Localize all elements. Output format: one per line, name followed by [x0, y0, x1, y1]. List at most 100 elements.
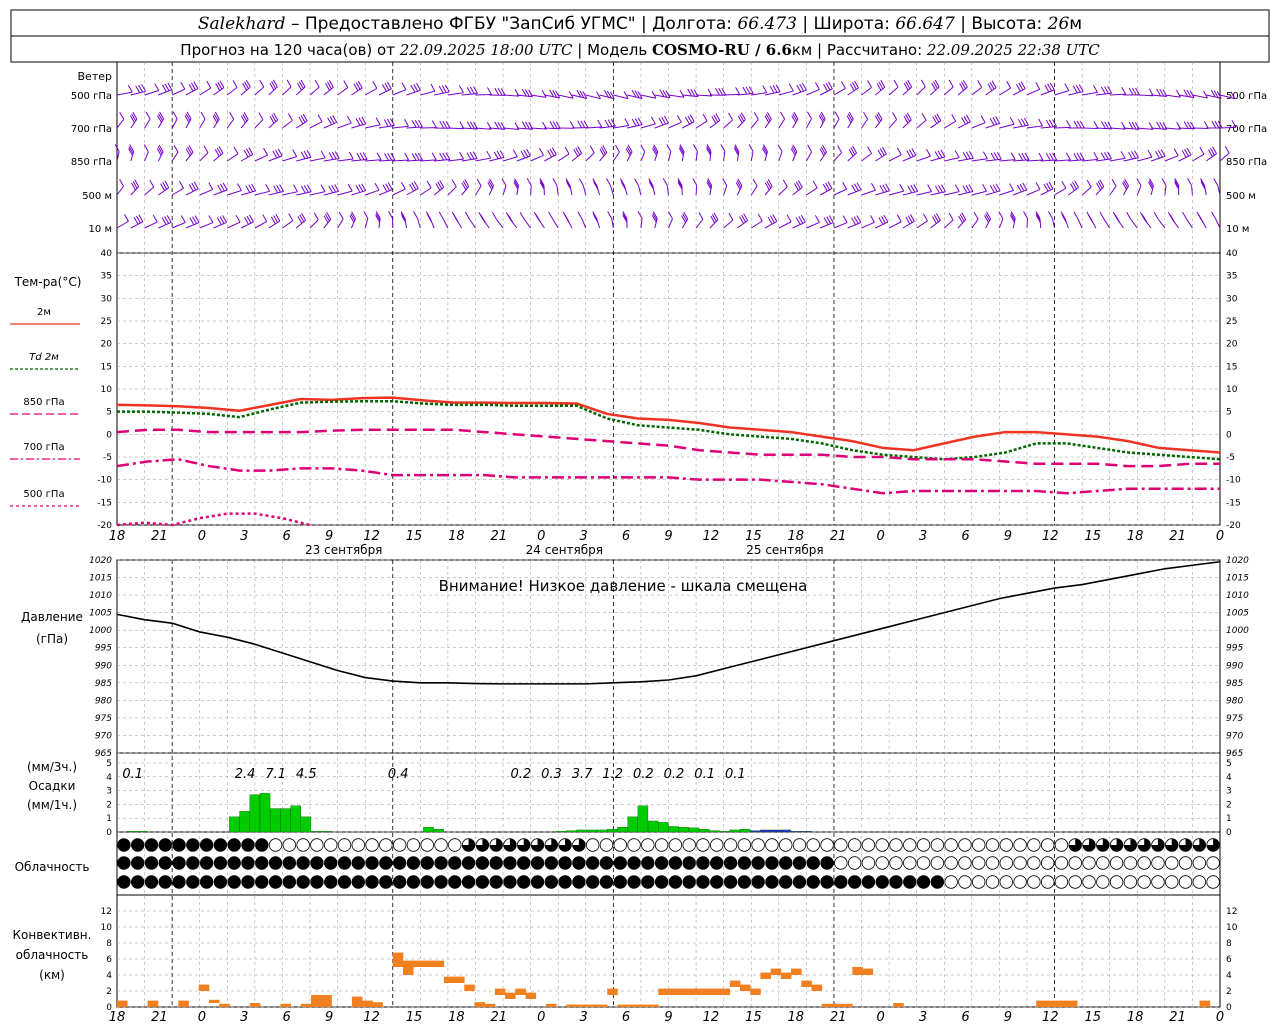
- wind-barb-feather: [329, 116, 335, 124]
- wind-barb-shaft: [778, 90, 794, 96]
- wind-barb-shaft: [1157, 218, 1166, 229]
- wind-barb-feather: [487, 182, 493, 190]
- cloud-cover-symbol: [117, 856, 131, 870]
- wind-barb-feather: [692, 178, 698, 186]
- wind-barb-feather: [1103, 152, 1109, 160]
- cloud-cover-symbol: [916, 856, 931, 870]
- wind-barb-feather: [1184, 148, 1190, 157]
- wind-barb-feather: [989, 81, 995, 90]
- cloud-cover-symbol: [517, 856, 531, 870]
- wind-barb-feather: [772, 85, 778, 93]
- longitude-value: 66.473: [737, 14, 796, 34]
- wind-barb-feather: [1210, 147, 1215, 156]
- cloud-cover-symbol: [1054, 875, 1069, 889]
- wind-barb-feather: [907, 215, 913, 223]
- computed-label: км | Рассчитано:: [792, 41, 927, 59]
- hour-label: 3: [580, 1010, 588, 1024]
- wind-barb-feather: [248, 147, 254, 155]
- cloud-cover-symbol: [806, 838, 820, 852]
- cloud-cover-symbol: [778, 875, 793, 889]
- cloud-cover-symbol: [324, 856, 338, 870]
- cloud-cover-symbol: [199, 856, 214, 870]
- wind-barb-feather: [706, 148, 711, 156]
- wind-barb-shaft: [351, 123, 366, 129]
- wind-level-label-right: 700 гПа: [1226, 124, 1267, 135]
- wind-barb-feather: [637, 91, 643, 99]
- wind-barb-feather: [464, 179, 470, 187]
- wind-barb-feather: [973, 211, 979, 220]
- wind-barb-shaft: [337, 122, 352, 129]
- wind-barb-feather: [1174, 180, 1180, 188]
- cloud-cover-symbol: [641, 856, 655, 870]
- wind-barb-feather: [748, 86, 754, 94]
- wind-barb-feather: [217, 184, 223, 193]
- precip-bar: [607, 829, 618, 833]
- wind-barb-shaft: [406, 89, 421, 96]
- wind-barb-feather: [825, 182, 831, 191]
- wind-barb-feather: [338, 211, 344, 220]
- wind-barb-feather: [1049, 152, 1054, 161]
- provider-text: – Предоставлено ФГБУ "ЗапСиб УГМС" | Дол…: [286, 14, 738, 34]
- wind-barb-feather: [1123, 180, 1128, 188]
- cloud-cover-symbol: [1082, 875, 1096, 889]
- temp-series-line: [117, 399, 1221, 461]
- wind-barb-feather: [262, 214, 268, 222]
- wind-barb-shaft: [1151, 94, 1167, 97]
- cloud-cover-symbol: [999, 875, 1013, 889]
- precip-bar: [647, 820, 659, 833]
- conv-tick-left: 0: [106, 1003, 112, 1013]
- wind-barb-shaft: [833, 152, 842, 162]
- wind-barb-shaft: [916, 155, 931, 162]
- wind-barb-feather: [580, 120, 586, 128]
- wind-barb-feather: [566, 182, 572, 190]
- wind-barb-feather: [757, 213, 763, 222]
- wind-barb-feather: [244, 81, 249, 89]
- cloud-cover-symbol: [558, 856, 572, 870]
- wind-barb-feather: [992, 184, 998, 192]
- cloud-cover-symbol: [613, 838, 627, 852]
- wind-barb-feather: [848, 111, 854, 120]
- wind-barb-feather: [882, 146, 887, 155]
- conv-cloud-bar: [791, 968, 802, 975]
- wind-barb-feather: [361, 116, 367, 125]
- cloud-cover-symbol: [999, 838, 1013, 852]
- wind-barb-shaft: [1192, 153, 1205, 162]
- cloud-cover-symbol: [861, 838, 876, 852]
- wind-barb-feather: [819, 113, 825, 121]
- temp-tick-left: -20: [97, 521, 112, 531]
- wind-barb-shaft: [268, 155, 283, 162]
- wind-barb-feather: [539, 178, 545, 186]
- temp-panel-title: Тем-ра(°С): [14, 275, 82, 289]
- wind-barb-feather: [301, 212, 307, 221]
- wind-barb-feather: [1061, 215, 1067, 223]
- wind-barb-feather: [1009, 183, 1014, 191]
- wind-barb-feather: [187, 146, 193, 155]
- wind-barb-feather: [306, 184, 312, 192]
- wind-barb-feather: [489, 178, 495, 187]
- wind-barb-shaft: [764, 91, 781, 96]
- wind-barb-feather: [1019, 183, 1025, 192]
- conv-cloud-bar: [362, 1000, 373, 1007]
- cloud-cover-symbol: [296, 875, 310, 889]
- cloud-cover-symbol: [792, 875, 807, 889]
- cloud-cover-symbol: [861, 875, 876, 889]
- wind-barb-feather: [807, 144, 813, 153]
- cloud-cover-symbol: [296, 838, 310, 852]
- wind-barb-feather: [317, 114, 323, 122]
- wind-barb-feather: [193, 81, 199, 89]
- cloud-cover-symbol: [434, 875, 448, 889]
- temp-tick-left: 35: [101, 272, 112, 282]
- wind-barb-feather: [128, 148, 133, 156]
- wind-barb-feather: [648, 180, 654, 188]
- wind-barb-shaft: [309, 86, 320, 96]
- wind-barb-feather: [1148, 88, 1154, 96]
- cloud-cover-symbol: [585, 856, 600, 870]
- wind-barb-feather: [133, 216, 139, 225]
- cloud-cover-symbol: [406, 856, 421, 870]
- cloud-cover-symbol: [1054, 856, 1069, 870]
- wind-barb-feather: [548, 211, 554, 220]
- wind-barb-feather: [438, 211, 444, 220]
- wind-barb-feather: [271, 114, 277, 122]
- conv-tick-right: 6: [1226, 955, 1232, 965]
